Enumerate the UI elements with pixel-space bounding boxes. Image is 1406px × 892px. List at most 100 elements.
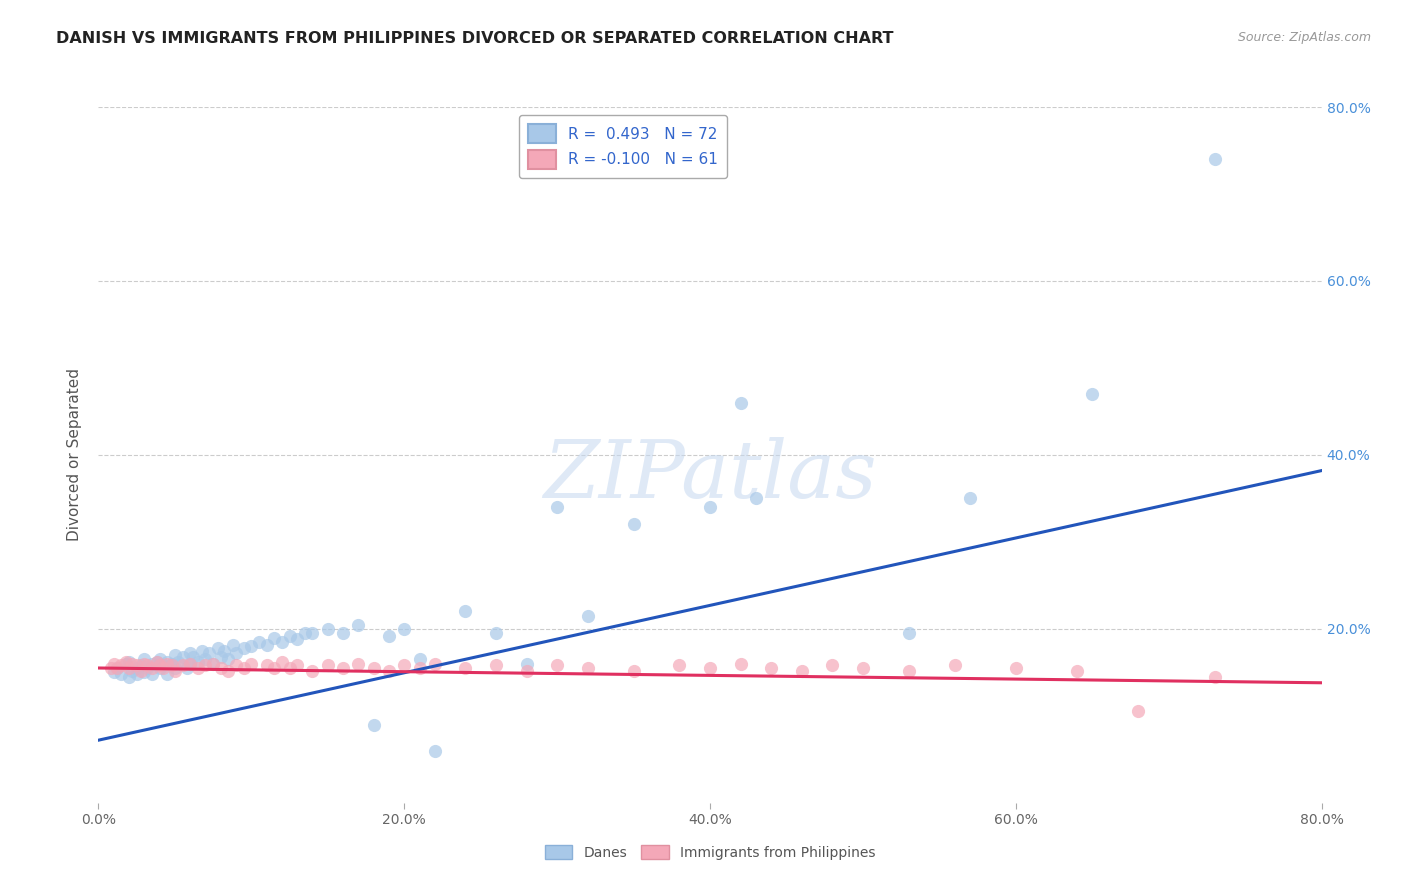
Point <box>363 717 385 731</box>
Point <box>141 657 163 671</box>
Point <box>270 655 292 669</box>
Text: DANISH VS IMMIGRANTS FROM PHILIPPINES DIVORCED OR SEPARATED CORRELATION CHART: DANISH VS IMMIGRANTS FROM PHILIPPINES DI… <box>56 31 894 46</box>
Point <box>191 643 214 657</box>
Point <box>141 667 163 681</box>
Point <box>232 661 254 675</box>
Point <box>134 652 156 666</box>
Point <box>115 657 138 671</box>
Point <box>121 657 143 671</box>
Point <box>301 664 323 678</box>
Point <box>1081 387 1104 401</box>
Point <box>118 661 141 675</box>
Point <box>730 396 752 410</box>
Point <box>256 638 278 652</box>
Point <box>263 631 285 645</box>
Point <box>181 649 204 664</box>
Text: Source: ZipAtlas.com: Source: ZipAtlas.com <box>1237 31 1371 45</box>
Point <box>623 664 645 678</box>
Point <box>332 626 354 640</box>
Point <box>149 661 172 675</box>
Point <box>363 661 385 675</box>
Point <box>294 626 316 640</box>
Point <box>110 658 132 673</box>
Point <box>149 658 172 673</box>
Point <box>217 652 239 666</box>
Point <box>179 657 201 671</box>
Point <box>134 665 156 680</box>
Point <box>172 658 194 673</box>
Point <box>160 657 183 671</box>
Point <box>217 664 239 678</box>
Point <box>378 629 401 643</box>
Point <box>179 657 201 671</box>
Point <box>163 664 186 678</box>
Point <box>1004 661 1026 675</box>
Point <box>136 661 159 675</box>
Point <box>103 657 125 671</box>
Point <box>149 652 172 666</box>
Point <box>392 622 416 636</box>
Point <box>301 626 323 640</box>
Point <box>576 661 599 675</box>
Point <box>222 638 245 652</box>
Point <box>623 517 645 532</box>
Point <box>167 655 190 669</box>
Point <box>145 655 167 669</box>
Point <box>125 661 148 675</box>
Point <box>225 646 247 660</box>
Point <box>134 657 156 671</box>
Point <box>790 664 813 678</box>
Point <box>897 626 920 640</box>
Point <box>423 744 446 758</box>
Point <box>546 658 568 673</box>
Point <box>699 500 721 514</box>
Point <box>278 629 301 643</box>
Point <box>105 661 128 675</box>
Point <box>546 500 568 514</box>
Point <box>172 649 194 664</box>
Point <box>156 667 179 681</box>
Point <box>347 617 370 632</box>
Point <box>145 655 167 669</box>
Point <box>699 661 721 675</box>
Point <box>454 661 477 675</box>
Point <box>576 608 599 623</box>
Y-axis label: Divorced or Separated: Divorced or Separated <box>67 368 83 541</box>
Point <box>263 661 285 675</box>
Point <box>392 658 416 673</box>
Point <box>156 655 179 669</box>
Point <box>163 661 186 675</box>
Point <box>136 658 159 673</box>
Point <box>332 661 354 675</box>
Point <box>209 649 232 664</box>
Point <box>152 658 174 673</box>
Point <box>129 664 152 678</box>
Point <box>121 664 143 678</box>
Point <box>125 667 148 681</box>
Point <box>959 491 981 506</box>
Point <box>454 605 477 619</box>
Point <box>105 661 128 675</box>
Point <box>316 622 339 636</box>
Legend: Danes, Immigrants from Philippines: Danes, Immigrants from Philippines <box>538 839 882 865</box>
Point <box>202 657 225 671</box>
Point <box>187 661 209 675</box>
Point <box>187 655 209 669</box>
Point <box>897 664 920 678</box>
Point <box>103 665 125 680</box>
Point <box>256 658 278 673</box>
Point <box>1066 664 1088 678</box>
Point <box>423 657 446 671</box>
Point <box>225 658 247 673</box>
Point <box>118 655 141 669</box>
Point <box>278 661 301 675</box>
Point <box>240 639 263 653</box>
Point <box>197 646 219 660</box>
Point <box>207 640 229 655</box>
Point <box>141 661 163 675</box>
Point <box>160 658 183 673</box>
Point <box>378 664 401 678</box>
Point <box>285 658 308 673</box>
Point <box>163 648 186 662</box>
Point <box>485 626 508 640</box>
